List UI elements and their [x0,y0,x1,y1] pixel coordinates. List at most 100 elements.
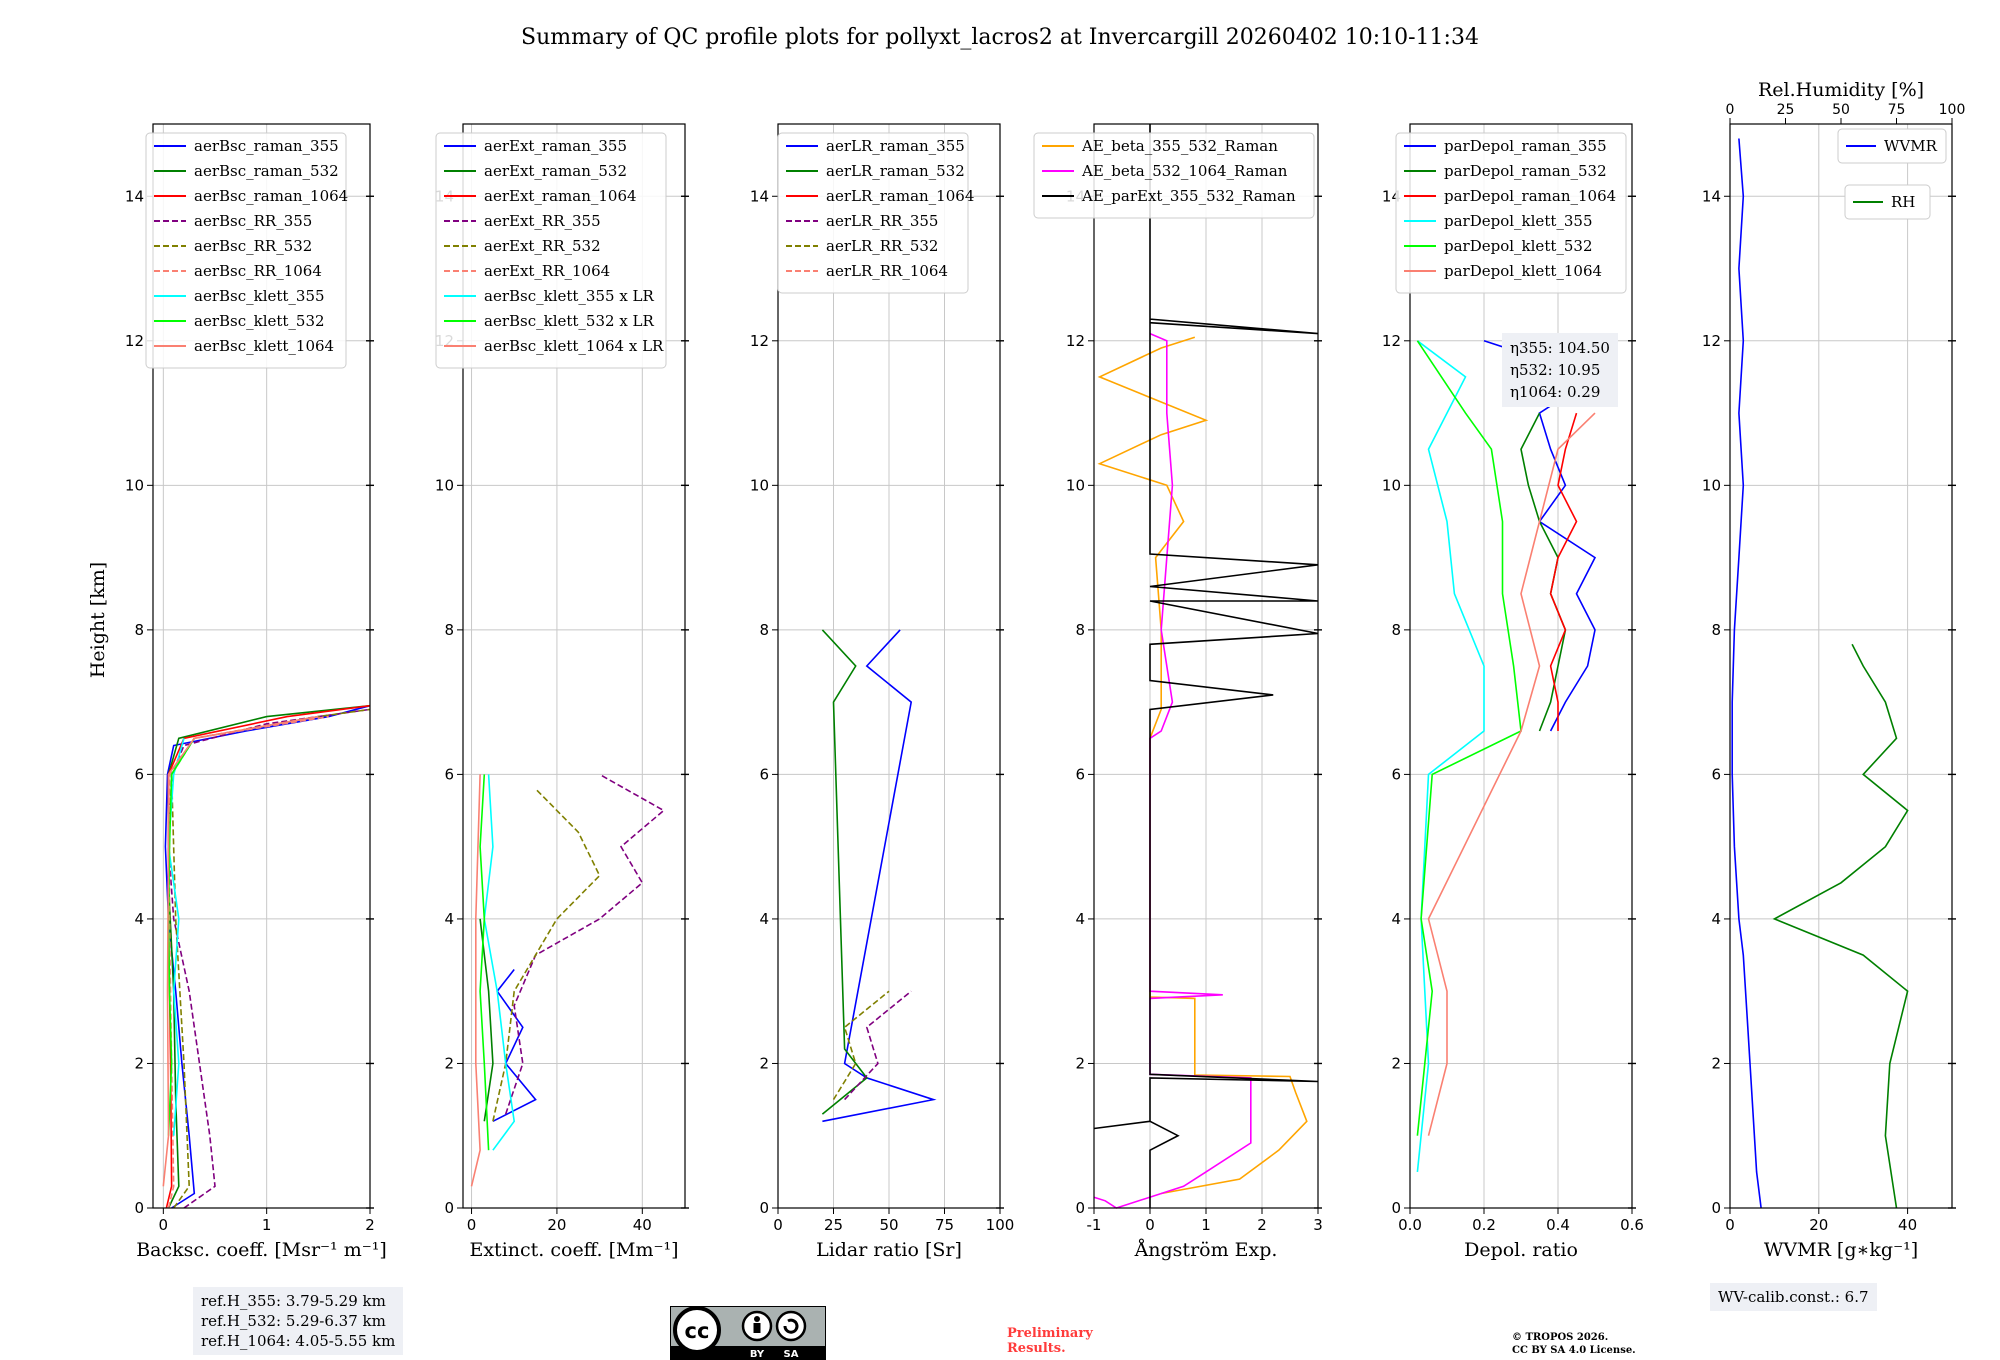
legend-label: aerExt_RR_1064 [484,262,610,280]
axes-frame [152,123,371,1209]
legend-label: parDepol_klett_1064 [1444,262,1602,280]
y-tick-label: 12 [1702,332,1721,350]
legend-frame [1837,128,1947,164]
y-tick-label: 2 [1391,1054,1401,1072]
series-line-2 [167,704,371,1209]
copyright-line-2: CC BY SA 4.0 License. [1512,1345,1636,1356]
y-tick-label: 4 [1391,910,1401,928]
y-tick-label: 0 [1711,1199,1721,1217]
legend-label: aerExt_raman_1064 [484,187,637,205]
legend-label: aerLR_raman_532 [826,162,965,180]
x-tick-label: 25 [824,1216,843,1234]
x-axis-label: WVMR [g∗kg⁻¹] [1764,1239,1918,1261]
series-line-8 [479,774,490,1151]
y-tick-label: 10 [1382,476,1401,494]
legend-label: aerLR_raman_355 [826,137,965,155]
eta-1064: η1064: 0.29 [1510,383,1601,401]
series-line-4 [844,990,912,1101]
series-line-1 [822,629,937,1123]
legend-label: aerBsc_RR_355 [194,212,312,230]
axes-frame [1409,123,1633,1209]
legend-frame [1844,184,1931,220]
preliminary-results-note: Preliminary Results. [1007,1326,1093,1356]
legend-label: aerLR_RR_355 [826,212,938,230]
eta-box: η355: 104.50 η532: 10.95 η1064: 0.29 [1502,333,1618,407]
cc-by-text: BY [750,1349,765,1360]
secondary-x-tick-label: 75 [1888,102,1906,118]
y-tick-label: 10 [750,476,769,494]
secondary-x-tick-label: 100 [1939,102,1966,118]
x-tick-label: 0 [1145,1216,1155,1234]
y-tick-label: 12 [750,332,769,350]
series-line-2 [1772,643,1909,1209]
x-tick-label: 0 [159,1216,169,1234]
eta-355: η355: 104.50 [1510,339,1610,357]
series-line-9 [162,715,319,1187]
legend-label: aerBsc_klett_532 [194,312,325,330]
axes-frame [1729,123,1953,1209]
x-tick-label: 75 [935,1216,954,1234]
legend-label: aerExt_RR_355 [484,212,601,230]
legend-label: aerBsc_klett_1064 x LR [484,337,664,355]
y-tick-label: 4 [1075,910,1085,928]
y-axis-label: Height [km] [87,562,109,678]
y-tick-label: 8 [134,621,144,639]
legend-label: parDepol_raman_1064 [1444,187,1616,205]
series-line-6 [1427,412,1596,1136]
y-tick-label: 6 [1391,765,1401,783]
series-line-1 [1731,138,1762,1209]
x-tick-label: 20 [547,1216,566,1234]
series-line-6 [167,715,329,1209]
ref-height-355: ref.H_355: 3.79-5.29 km [201,1292,386,1310]
y-tick-label: 4 [1711,910,1721,928]
x-tick-label: 0.2 [1472,1216,1496,1234]
legend-label: WVMR [1884,137,1938,155]
x-tick-label: 40 [1898,1216,1917,1234]
y-tick-label: 2 [1075,1054,1085,1072]
cc-badge-text: cc [685,1319,710,1343]
series-line-4 [167,708,371,1209]
x-tick-label: 0.0 [1398,1216,1422,1234]
y-tick-label: 8 [1391,621,1401,639]
secondary-x-tick-label: 0 [1726,102,1735,118]
y-tick-label: 12 [1382,332,1401,350]
y-tick-label: 2 [134,1054,144,1072]
secondary-x-axis-label: Rel.Humidity [%] [1758,79,1924,101]
x-tick-label: 0 [773,1216,783,1234]
legend-label: parDepol_klett_532 [1444,237,1593,255]
y-tick-label: 12 [125,332,144,350]
legend-frame [1033,132,1315,219]
x-tick-label: 1 [262,1216,272,1234]
eta-532: η532: 10.95 [1510,361,1601,379]
x-tick-label: 100 [986,1216,1015,1234]
x-axis-label: Ångström Exp. [1134,1239,1278,1261]
series-line-2 [1093,332,1252,1209]
x-axis-label: Backsc. coeff. [Msr⁻¹ m⁻¹] [136,1239,387,1261]
legend-label: aerBsc_klett_355 x LR [484,287,655,305]
y-tick-label: 10 [125,476,144,494]
y-tick-label: 8 [759,621,769,639]
x-tick-label: 1 [1201,1216,1211,1234]
legend-frame [435,132,667,369]
subplot-3: 0 25 50 75 100 0 2 4 6 8 10 12 14 Lidar ratio [Sr] aer… [750,123,1015,1261]
legend-label: aerLR_raman_1064 [826,187,974,205]
preliminary-line-2: Results. [1007,1341,1066,1356]
y-tick-label: 8 [1075,621,1085,639]
series-line-1 [1097,336,1308,1195]
legend-label: AE_beta_532_1064_Raman [1081,162,1288,180]
series-line-5 [170,708,371,1209]
y-tick-label: 10 [435,476,454,494]
y-tick-label: 8 [1711,621,1721,639]
legend-label: aerBsc_klett_355 [194,287,325,305]
y-tick-label: 0 [1075,1199,1085,1217]
x-axis-label: Depol. ratio [1464,1239,1578,1261]
legend-frame [777,132,969,294]
y-tick-label: 2 [1711,1054,1721,1072]
series-line-9 [470,774,481,1187]
y-tick-label: 10 [1066,476,1085,494]
legend-label: aerBsc_klett_1064 [194,337,334,355]
series-line-3 [1093,124,1319,1208]
preliminary-line-1: Preliminary [1007,1326,1093,1341]
